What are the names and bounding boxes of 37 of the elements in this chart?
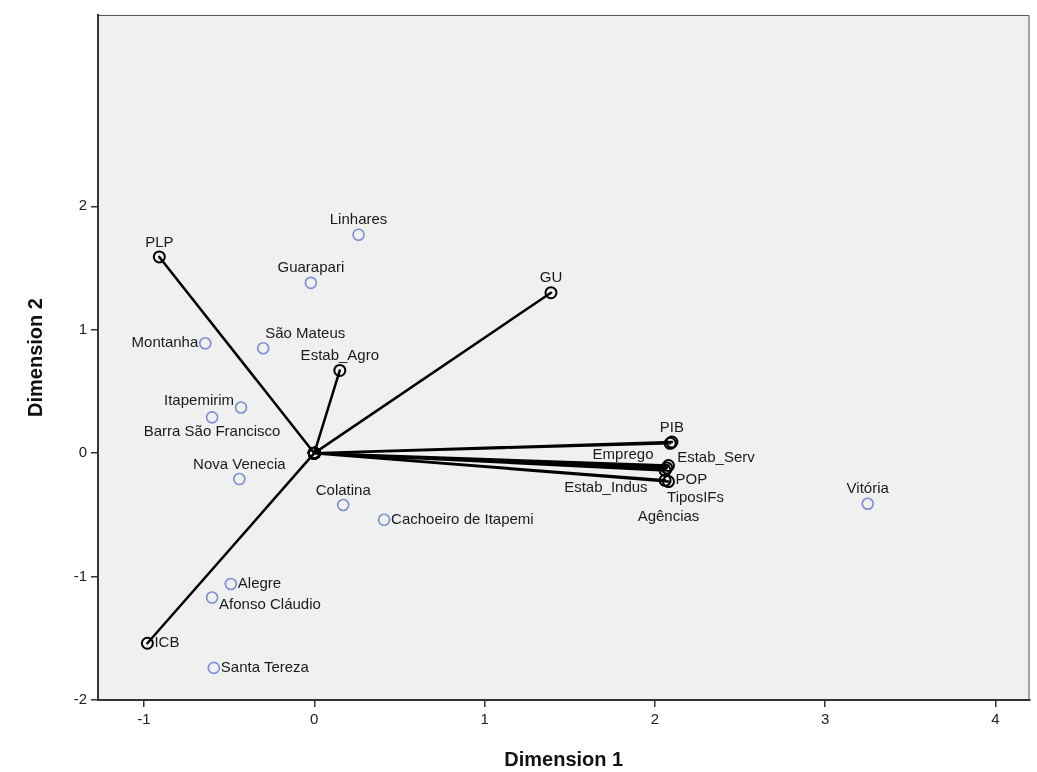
annotation: Cachoeiro de Itapemi xyxy=(391,509,534,527)
x-tick-label: -1 xyxy=(137,710,151,728)
annotation: TiposIFs xyxy=(667,487,725,505)
annotation: Montanha xyxy=(131,333,199,351)
annotation: Barra São Francisco xyxy=(143,422,281,439)
annotation: Estab_Serv xyxy=(677,447,756,465)
annotation: ICB xyxy=(154,633,180,651)
annotation: Santa Tereza xyxy=(220,658,310,676)
annotation: Linhares xyxy=(329,210,388,228)
annotation: PLP xyxy=(145,232,174,250)
annotation: Nova Venecia xyxy=(193,454,287,472)
annotation: Afonso Cláudio xyxy=(219,594,321,612)
annotation: Emprego xyxy=(592,444,654,462)
annotation: Estab_Agro xyxy=(300,346,380,364)
y-tick-label: 0 xyxy=(78,443,87,461)
y-tick-label: 1 xyxy=(78,319,87,337)
annotation: Guarapari xyxy=(277,258,345,276)
annotation: PIB xyxy=(659,417,684,435)
annotation: Itapemirim xyxy=(164,390,235,408)
annotation: São Mateus xyxy=(265,323,346,341)
x-axis-title: Dimension 1 xyxy=(504,747,624,770)
annotation: Colatina xyxy=(315,480,372,498)
x-tick-label: 2 xyxy=(650,710,660,728)
y-axis-title: Dimension 2 xyxy=(23,298,46,417)
annotation: Estab_Indus xyxy=(564,478,648,496)
annotation: POP xyxy=(675,470,708,488)
x-tick-label: 4 xyxy=(991,710,1000,728)
annotation: Alegre xyxy=(237,574,282,592)
x-tick-label: 1 xyxy=(480,710,489,728)
annotation: Agências xyxy=(637,507,700,525)
x-tick-label: 0 xyxy=(310,710,319,728)
annotation: GU xyxy=(539,268,563,286)
y-tick-label: -2 xyxy=(73,690,87,708)
annotation: Vitória xyxy=(846,479,890,497)
x-tick-label: 3 xyxy=(820,710,830,728)
y-tick-label: 2 xyxy=(78,196,87,214)
y-tick-label: -1 xyxy=(73,566,87,584)
